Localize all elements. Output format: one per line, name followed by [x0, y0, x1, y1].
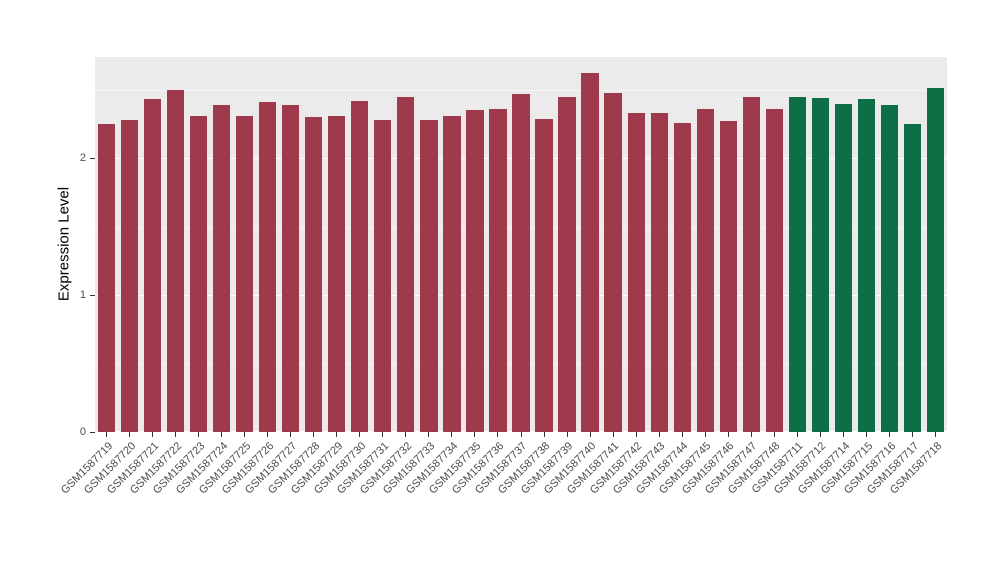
bar-GSM1587711 [788, 96, 806, 432]
x-tick-mark [474, 432, 476, 437]
bar-GSM1587719 [97, 124, 116, 432]
bar-GSM1587739 [558, 96, 576, 432]
bar-GSM1587748 [765, 109, 783, 432]
x-tick-mark [727, 432, 729, 437]
bar-GSM1587734 [443, 115, 461, 432]
bar-GSM1587717 [903, 124, 922, 432]
bar-GSM1587747 [742, 96, 760, 432]
y-tick-mark [90, 432, 95, 433]
plot-panel [95, 57, 947, 432]
bar-GSM1587738 [535, 118, 553, 432]
x-tick-mark [589, 432, 591, 437]
x-tick-mark [497, 432, 499, 437]
x-tick-mark [428, 432, 430, 437]
bar-GSM1587728 [305, 117, 323, 432]
x-tick-mark [865, 432, 867, 437]
x-tick-mark [543, 432, 545, 437]
bar-GSM1587724 [213, 104, 231, 432]
x-tick-mark [842, 432, 844, 437]
bar-GSM1587714 [834, 103, 852, 432]
bar-GSM1587722 [166, 89, 185, 432]
bar-GSM1587737 [512, 93, 530, 432]
x-tick-mark [911, 432, 913, 437]
x-tick-mark [221, 432, 223, 437]
bar-GSM1587729 [328, 115, 346, 432]
x-tick-mark [566, 432, 568, 437]
x-tick-mark [819, 432, 821, 437]
x-tick-mark [267, 432, 269, 437]
bar-GSM1587731 [374, 119, 392, 432]
x-tick-mark [244, 432, 246, 437]
x-tick-mark [198, 432, 200, 437]
x-tick-mark [451, 432, 453, 437]
x-tick-mark [382, 432, 384, 437]
bar-GSM1587732 [397, 96, 415, 432]
x-tick-mark [796, 432, 798, 437]
x-tick-mark [129, 432, 131, 437]
x-tick-mark [405, 432, 407, 437]
bar-GSM1587727 [282, 104, 300, 432]
x-tick-mark [704, 432, 706, 437]
bar-GSM1587742 [627, 113, 645, 432]
x-tick-mark [359, 432, 361, 437]
x-tick-mark [290, 432, 292, 437]
x-tick-mark [635, 432, 637, 437]
x-tick-mark [313, 432, 315, 437]
x-tick-mark [152, 432, 154, 437]
y-tick-label: 0 [79, 426, 86, 438]
x-tick-mark [106, 432, 107, 437]
bar-GSM1587743 [650, 113, 668, 432]
bar-GSM1587746 [719, 121, 737, 432]
bar-GSM1587716 [880, 104, 899, 432]
y-tick-label: 2 [79, 152, 86, 165]
bar-GSM1587741 [604, 92, 622, 432]
x-tick-mark [773, 432, 775, 437]
bar-GSM1587735 [466, 110, 484, 432]
bar-GSM1587733 [420, 119, 438, 432]
x-tick-mark [520, 432, 522, 437]
bar-GSM1587721 [143, 99, 162, 432]
x-tick-mark [750, 432, 752, 437]
y-tick-mark [90, 158, 95, 160]
bar-GSM1587736 [489, 109, 507, 432]
bar-GSM1587725 [236, 115, 254, 432]
x-tick-mark [336, 432, 338, 437]
x-tick-mark [175, 432, 177, 437]
bar-GSM1587745 [696, 109, 714, 432]
x-tick-mark [934, 432, 936, 437]
x-tick-mark [612, 432, 614, 437]
bar-GSM1587720 [120, 119, 139, 432]
bar-GSM1587744 [673, 122, 691, 432]
bar-GSM1587740 [581, 73, 599, 432]
y-tick-label: 1 [79, 289, 86, 302]
bar-GSM1587718 [926, 88, 945, 432]
x-tick-mark [888, 432, 890, 437]
bar-GSM1587723 [189, 115, 208, 432]
bar-GSM1587726 [259, 102, 277, 432]
bar-GSM1587712 [811, 98, 829, 432]
bar-GSM1587715 [857, 99, 876, 432]
x-tick-mark [681, 432, 683, 437]
x-tick-mark [658, 432, 660, 437]
gridline-minor [95, 89, 947, 91]
y-tick-mark [90, 295, 95, 297]
bar-GSM1587730 [351, 100, 369, 432]
